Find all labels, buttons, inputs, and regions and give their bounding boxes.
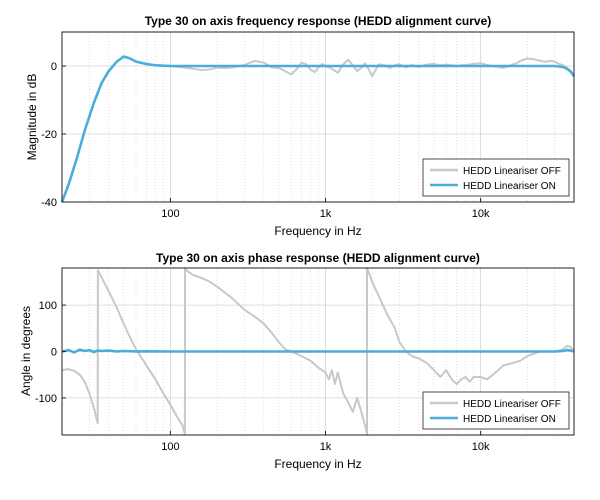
x-axis-ticks: 100 1k 10k [161, 431, 490, 453]
legend-box [422, 391, 570, 430]
chart-title: Type 30 on axis frequency response (HEDD… [145, 14, 492, 28]
magnitude-chart: Type 30 on axis frequency response (HEDD… [25, 14, 576, 238]
legend-label-on: HEDD Lineariser ON [463, 181, 556, 192]
series-lines [61, 267, 575, 436]
phase-chart: Type 30 on axis phase response (HEDD ali… [19, 251, 575, 471]
x-tick-label: 100 [161, 441, 179, 453]
legend-label-off: HEDD Lineariser OFF [463, 166, 561, 177]
y-axis-label: Magnitude in dB [25, 74, 39, 161]
y-axis-ticks: -40 -20 0 [41, 61, 66, 209]
plot-area [61, 267, 575, 436]
legend-box [422, 158, 570, 197]
series-line-lineariser-on [61, 348, 575, 354]
legend-label-off: HEDD Lineariser OFF [463, 399, 561, 410]
series-lines [60, 55, 576, 203]
series-line-lineariser-on [60, 55, 576, 203]
grid [62, 32, 574, 202]
x-axis-label: Frequency in Hz [274, 224, 361, 238]
x-tick-label: 1k [320, 441, 332, 453]
legend: HEDD Lineariser OFF HEDD Lineariser ON [422, 391, 570, 430]
y-tick-label: 100 [39, 300, 57, 312]
y-tick-label: -40 [41, 197, 57, 209]
plot-border [61, 31, 575, 203]
x-axis-ticks: 100 1k 10k [161, 198, 490, 220]
y-tick-label: 0 [51, 61, 57, 73]
x-tick-label: 10k [472, 208, 490, 220]
y-tick-label: -20 [41, 129, 57, 141]
series-line-lineariser-off [61, 267, 575, 436]
legend-label-on: HEDD Lineariser ON [463, 414, 556, 425]
x-tick-label: 100 [161, 208, 179, 220]
y-axis-label: Angle in degrees [19, 306, 33, 396]
x-axis-label: Frequency in Hz [274, 457, 361, 471]
plot-area [60, 31, 576, 203]
legend: HEDD Lineariser OFF HEDD Lineariser ON [422, 158, 570, 197]
chart-title: Type 30 on axis phase response (HEDD ali… [156, 251, 480, 265]
y-axis-ticks: -100 0 100 [35, 300, 66, 405]
y-tick-label: -100 [35, 393, 57, 405]
y-tick-label: 0 [51, 347, 57, 359]
x-tick-label: 10k [472, 441, 490, 453]
grid [62, 268, 574, 435]
x-tick-label: 1k [320, 208, 332, 220]
